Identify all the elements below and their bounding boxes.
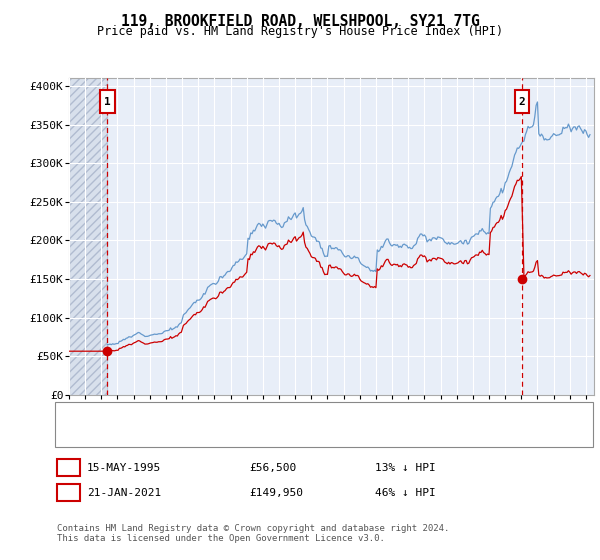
Text: HPI: Average price, detached house, Powys: HPI: Average price, detached house, Powy… — [96, 428, 352, 438]
Text: 1: 1 — [104, 96, 111, 106]
Text: £149,950: £149,950 — [249, 488, 303, 498]
Text: Contains HM Land Registry data © Crown copyright and database right 2024.
This d: Contains HM Land Registry data © Crown c… — [57, 524, 449, 543]
Text: 15-MAY-1995: 15-MAY-1995 — [87, 463, 161, 473]
Text: 21-JAN-2021: 21-JAN-2021 — [87, 488, 161, 498]
Text: 2: 2 — [65, 488, 72, 498]
Text: 46% ↓ HPI: 46% ↓ HPI — [375, 488, 436, 498]
Bar — [69, 78, 107, 395]
FancyBboxPatch shape — [515, 90, 529, 113]
Text: 119, BROOKFIELD ROAD, WELSHPOOL, SY21 7TG: 119, BROOKFIELD ROAD, WELSHPOOL, SY21 7T… — [121, 14, 479, 29]
Text: 1: 1 — [65, 463, 72, 473]
Text: 2: 2 — [519, 96, 526, 106]
Text: Price paid vs. HM Land Registry's House Price Index (HPI): Price paid vs. HM Land Registry's House … — [97, 25, 503, 38]
Text: 13% ↓ HPI: 13% ↓ HPI — [375, 463, 436, 473]
Text: 119, BROOKFIELD ROAD, WELSHPOOL, SY21 7TG (detached house): 119, BROOKFIELD ROAD, WELSHPOOL, SY21 7T… — [96, 410, 458, 420]
Text: £56,500: £56,500 — [249, 463, 296, 473]
Bar — [69, 78, 107, 395]
FancyBboxPatch shape — [100, 90, 115, 113]
